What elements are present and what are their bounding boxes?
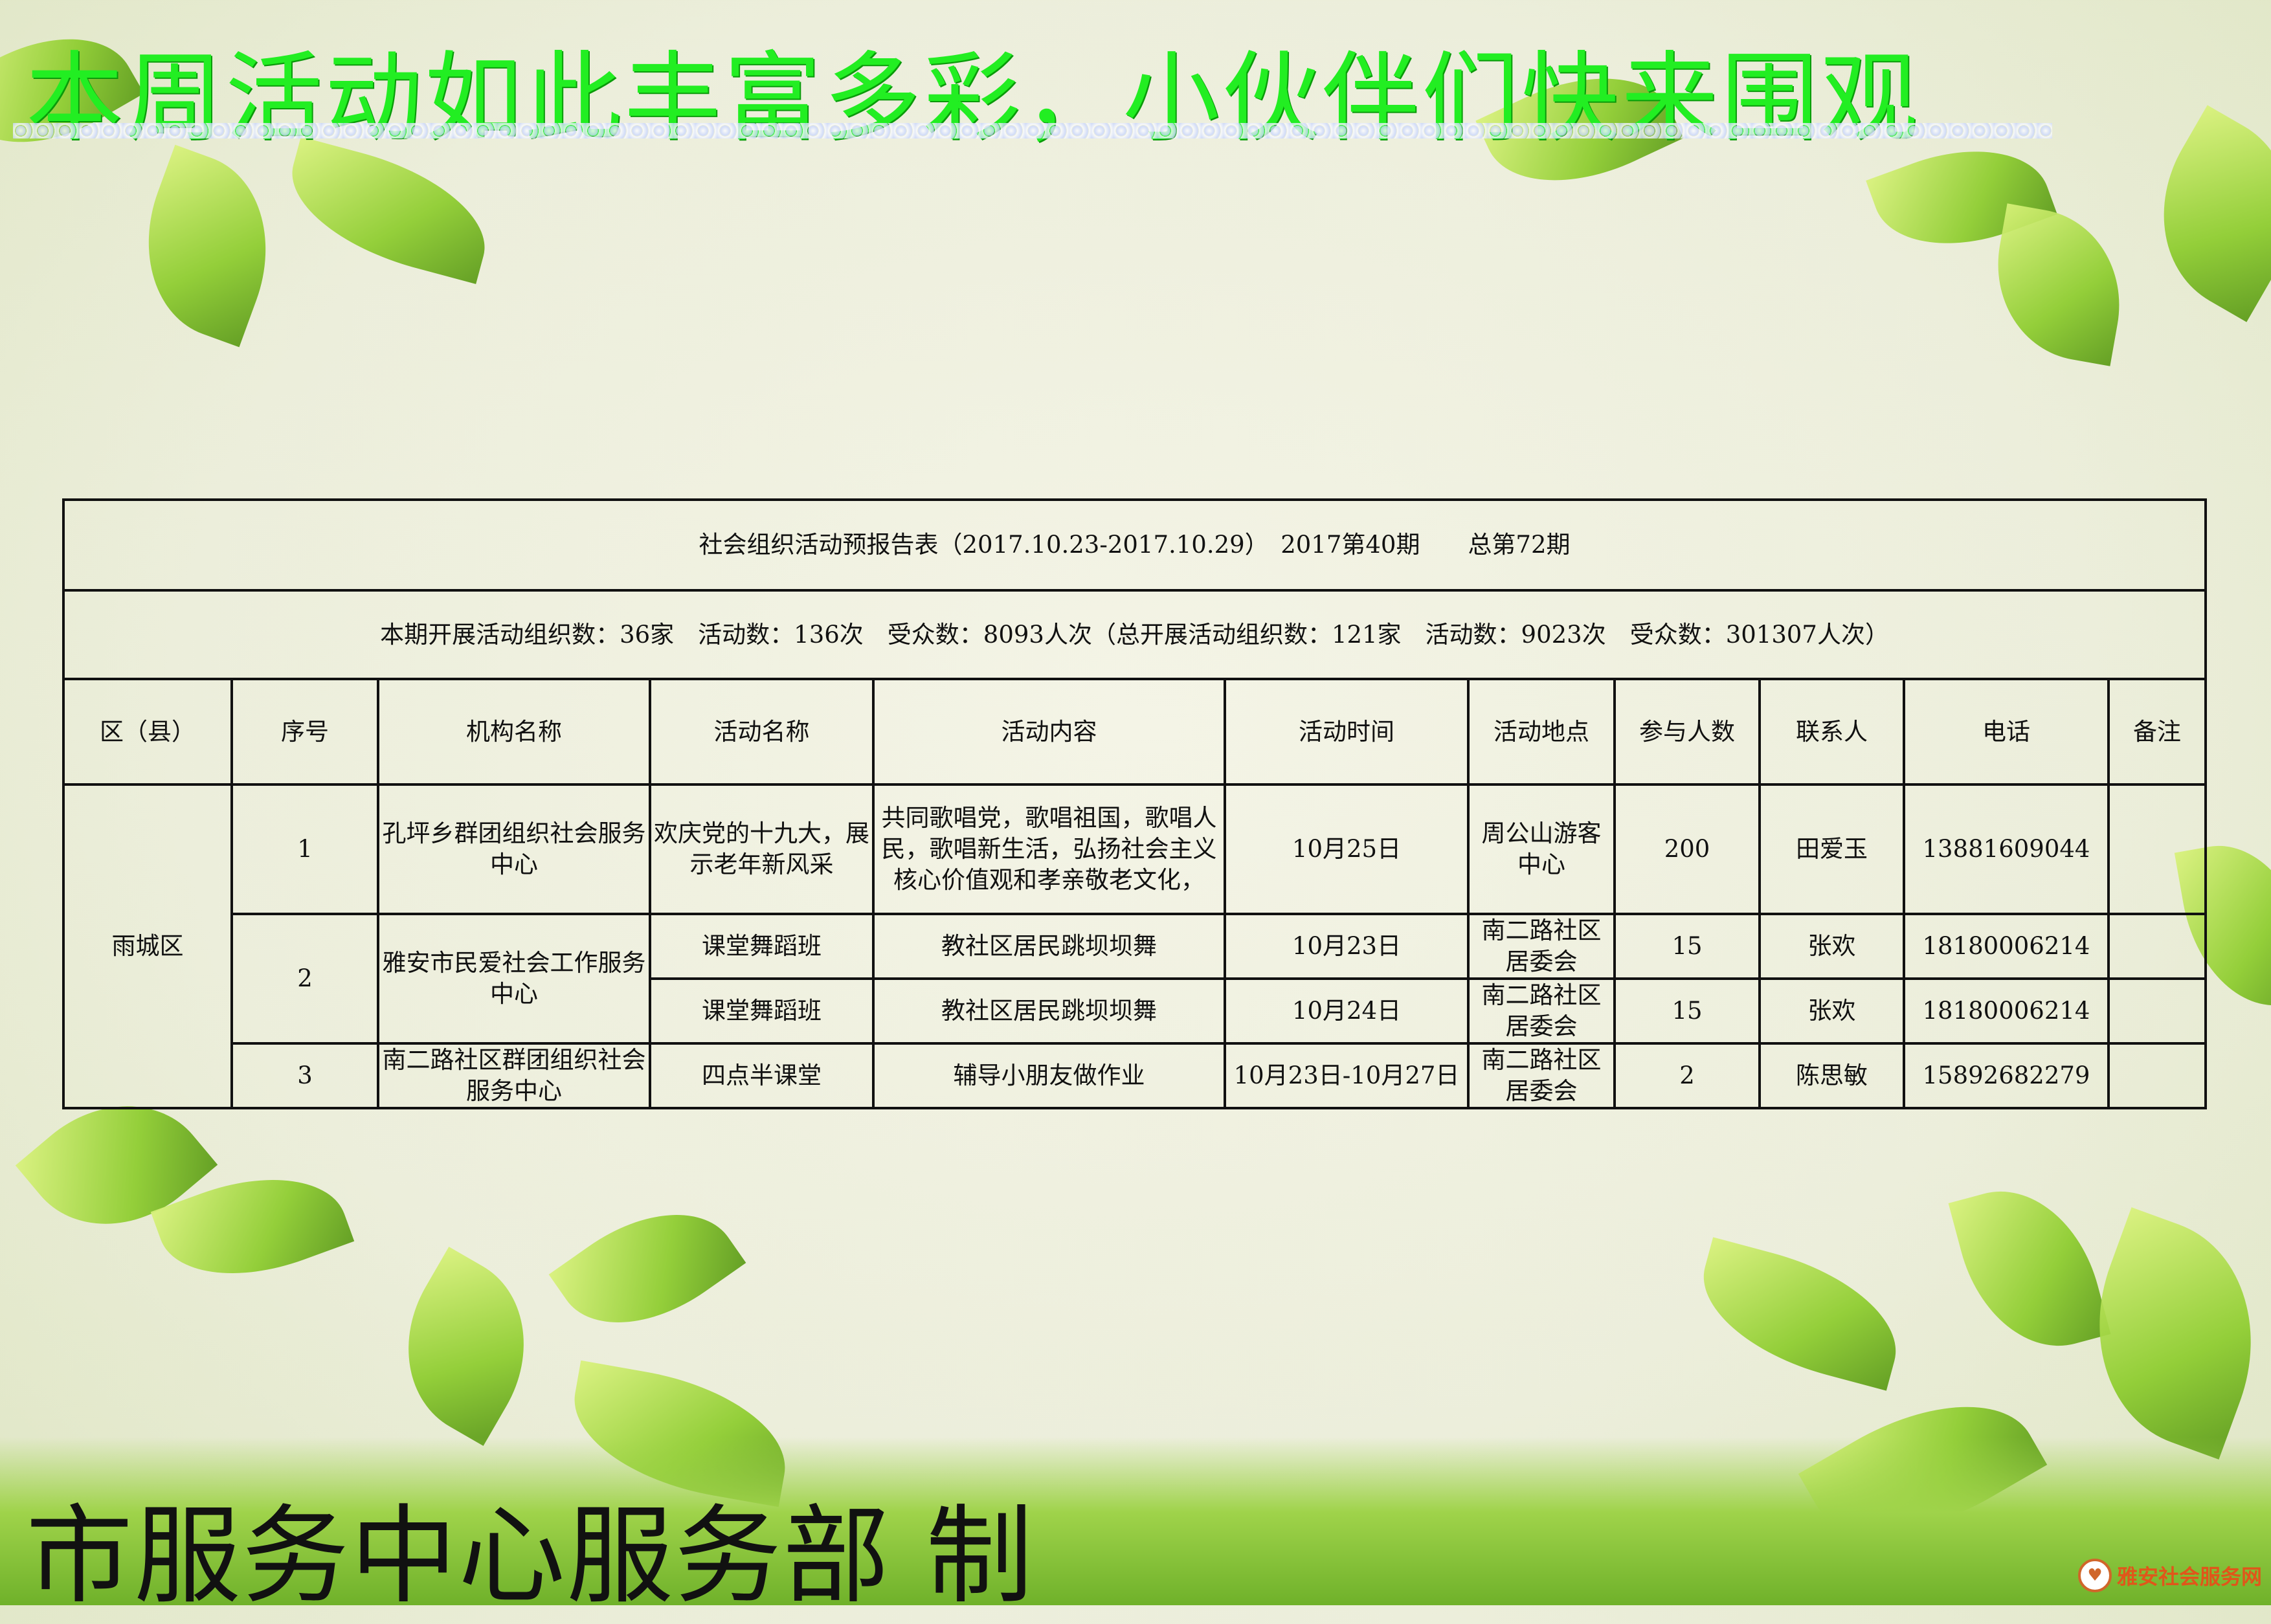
leaf-decoration	[548, 1177, 746, 1360]
contact-cell: 陈思敏	[1758, 1042, 1905, 1109]
note-cell	[2107, 977, 2208, 1045]
activity-cell: 四点半课堂	[649, 1042, 875, 1109]
org-no-cell: 1	[230, 783, 379, 915]
place-cell: 南二路社区居委会	[1467, 1042, 1616, 1109]
phone-cell: 13881609044	[1903, 783, 2110, 915]
header-cell: 备注	[2107, 678, 2208, 786]
activity-cell: 欢庆党的十九大，展示老年新风采	[649, 783, 875, 915]
note-cell	[2107, 913, 2208, 980]
leaf-decoration	[1982, 203, 2135, 366]
org-name-cell: 南二路社区群团组织社会服务中心	[377, 1042, 651, 1109]
leaf-decoration	[1948, 1171, 2111, 1366]
header-cell: 机构名称	[377, 678, 651, 786]
activity-cell: 课堂舞蹈班	[649, 913, 875, 980]
place-cell: 周公山游客中心	[1467, 783, 1616, 915]
district-cell: 雨城区	[62, 783, 233, 1109]
count-cell: 15	[1613, 977, 1761, 1045]
content-cell: 辅导小朋友做作业	[872, 1042, 1226, 1109]
note-cell	[2107, 783, 2208, 915]
table-row: 2 雅安市民爱社会工作服务中心 课堂舞蹈班 教社区居民跳坝坝舞 10月23日 南…	[63, 913, 2208, 1045]
time-cell: 10月23日-10月27日	[1224, 1042, 1470, 1109]
count-cell: 15	[1613, 913, 1761, 980]
leaf-decoration	[117, 144, 297, 348]
org-no-cell: 2	[230, 913, 379, 1045]
phone-cell: 18180006214	[1903, 913, 2110, 980]
heart-icon: ♥	[2077, 1559, 2112, 1592]
header-cell: 序号	[230, 678, 379, 786]
contact-cell: 张欢	[1758, 977, 1905, 1045]
org-name-cell: 雅安市民爱社会工作服务中心	[377, 913, 651, 1045]
bead-string-decoration	[13, 123, 2052, 139]
org-name-cell: 孔坪乡群团组织社会服务中心	[377, 783, 651, 915]
content-cell: 教社区居民跳坝坝舞	[872, 913, 1226, 980]
time-cell: 10月24日	[1224, 977, 1470, 1045]
logo-name: 雅安社会服务网	[2116, 1564, 2262, 1589]
header-cell: 活动时间	[1224, 678, 1470, 786]
leaf-decoration	[371, 1247, 561, 1446]
header-cell: 活动内容	[872, 678, 1226, 786]
content-cell: 教社区居民跳坝坝舞	[872, 977, 1226, 1045]
org-no-cell: 3	[230, 1042, 379, 1109]
content-cell: 共同歌唱党，歌唱祖国，歌唱人民，歌唱新生活，弘扬社会主义核心价值观和孝亲敬老文化…	[872, 783, 1226, 915]
place-cell: 南二路社区居委会	[1467, 913, 1616, 980]
contact-cell: 张欢	[1758, 913, 1905, 980]
grass-decoration	[0, 1437, 2271, 1605]
time-cell: 10月23日	[1224, 913, 1470, 980]
activity-report-table: 社会组织活动预报告表（2017.10.23-2017.10.29） 2017第4…	[62, 498, 2208, 1109]
note-cell	[2107, 1042, 2208, 1109]
leaf-decoration	[2123, 105, 2271, 322]
header-cell: 参与人数	[1613, 678, 1761, 786]
phone-cell: 15892682279	[1903, 1042, 2110, 1109]
count-cell: 200	[1613, 783, 1761, 915]
activity-cell: 课堂舞蹈班	[649, 977, 875, 1045]
table-row: 雨城区 1 孔坪乡群团组织社会服务中心 欢庆党的十九大，展示老年新风采 共同歌唱…	[62, 783, 2208, 1109]
footer-credit: 市服务中心服务部 制	[26, 1494, 1035, 1618]
table-title: 社会组织活动预报告表（2017.10.23-2017.10.29） 2017第4…	[62, 498, 2208, 592]
table-row: 3 南二路社区群团组织社会服务中心 四点半课堂 辅导小朋友做作业 10月23日-…	[63, 1042, 2208, 1109]
header-cell: 区（县）	[62, 678, 233, 786]
place-cell: 南二路社区居委会	[1467, 977, 1616, 1045]
leaf-decoration	[1686, 1237, 1914, 1391]
header-cell: 活动地点	[1467, 678, 1616, 786]
header-cell: 联系人	[1758, 678, 1905, 786]
time-cell: 10月25日	[1224, 783, 1470, 915]
header-cell: 电话	[1903, 678, 2110, 786]
site-logo: ♥ 雅安社会服务网	[2077, 1559, 2262, 1592]
table-row: 课堂舞蹈班 教社区居民跳坝坝舞 10月24日 南二路社区居委会 15 张欢 18…	[63, 977, 2208, 1045]
header-cell: 活动名称	[649, 678, 875, 786]
header-row: 区（县） 序号 机构名称 活动名称 活动内容 活动时间 活动地点 参与人数 联系…	[62, 678, 2208, 786]
banner-title: 本周活动如此丰富多彩，小伙伴们快来围观	[26, 42, 1921, 155]
table-summary: 本期开展活动组织数：36家 活动数：136次 受众数：8093人次（总开展活动组…	[62, 589, 2208, 680]
phone-cell: 18180006214	[1903, 977, 2110, 1045]
count-cell: 2	[1613, 1042, 1761, 1109]
contact-cell: 田爱玉	[1758, 783, 1905, 915]
